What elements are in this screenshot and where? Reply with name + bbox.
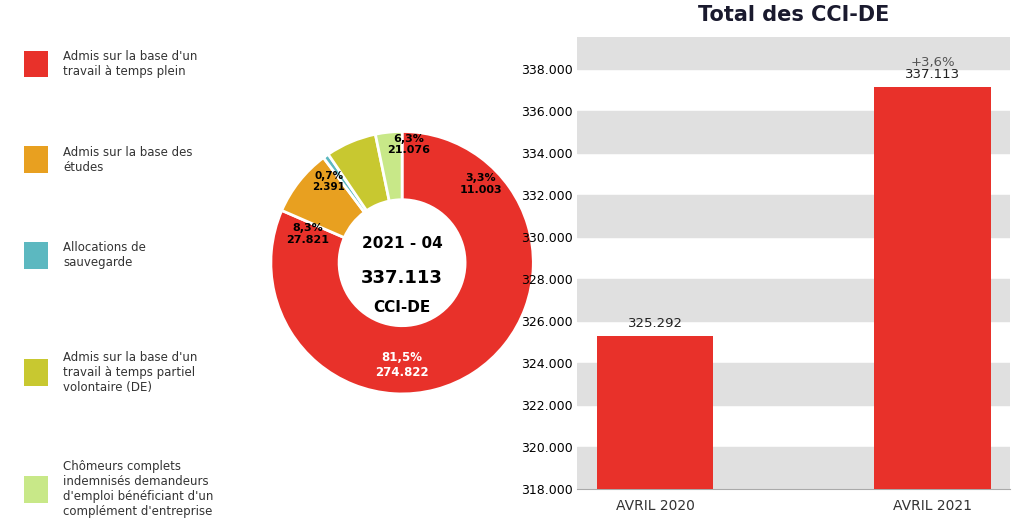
Text: 2021 - 04: 2021 - 04 <box>362 236 442 251</box>
Bar <box>577 279 1010 321</box>
Text: Chômeurs complets
indemnisés demandeurs
d'emploi bénéficiant d'un
complément d'e: Chômeurs complets indemnisés demandeurs … <box>63 460 213 519</box>
Text: 337.113: 337.113 <box>361 270 443 287</box>
Text: 337.113: 337.113 <box>905 68 960 81</box>
Bar <box>577 195 1010 237</box>
Text: 6,3%
21.076: 6,3% 21.076 <box>388 134 430 155</box>
FancyBboxPatch shape <box>25 359 48 386</box>
Bar <box>577 111 1010 153</box>
Bar <box>577 363 1010 405</box>
Text: 325.292: 325.292 <box>628 317 683 330</box>
Bar <box>597 336 713 532</box>
Text: Admis sur la base d'un
travail à temps partiel
volontaire (DE): Admis sur la base d'un travail à temps p… <box>63 351 197 394</box>
Bar <box>577 37 1010 69</box>
FancyBboxPatch shape <box>25 242 48 269</box>
Text: 0,7%
2.391: 0,7% 2.391 <box>312 171 345 192</box>
Text: CCI-DE: CCI-DE <box>373 300 431 315</box>
Text: 3,3%
11.003: 3,3% 11.003 <box>460 173 502 195</box>
Wedge shape <box>271 131 533 394</box>
Text: Allocations de
sauvegarde: Allocations de sauvegarde <box>63 242 145 269</box>
Text: Admis sur la base d'un
travail à temps plein: Admis sur la base d'un travail à temps p… <box>63 50 197 78</box>
FancyBboxPatch shape <box>25 146 48 173</box>
Bar <box>577 447 1010 489</box>
Wedge shape <box>324 154 367 212</box>
Text: Admis sur la base des
études: Admis sur la base des études <box>63 146 193 173</box>
Text: +3,6%: +3,6% <box>910 55 955 69</box>
FancyBboxPatch shape <box>25 476 48 503</box>
FancyBboxPatch shape <box>25 51 48 77</box>
Bar <box>874 87 991 532</box>
Wedge shape <box>328 134 390 211</box>
Wedge shape <box>375 131 402 201</box>
Wedge shape <box>281 157 364 238</box>
Text: 81,5%
274.822: 81,5% 274.822 <box>375 351 429 379</box>
Text: 8,3%
27.821: 8,3% 27.821 <box>287 223 329 245</box>
Title: Total des CCI-DE: Total des CCI-DE <box>698 5 890 24</box>
